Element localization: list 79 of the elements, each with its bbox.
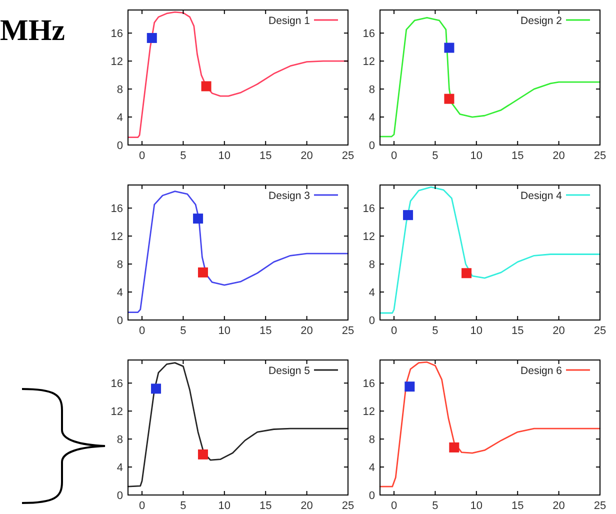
x-tick-label: 20 (552, 325, 565, 337)
x-tick-label: 15 (511, 325, 524, 337)
line-series (379, 186, 601, 314)
x-tick-label: 0 (138, 325, 146, 337)
x-tick-label: 0 (138, 150, 146, 162)
y-tick-label: 0 (116, 315, 123, 327)
y-tick-label: 8 (368, 84, 375, 96)
x-tick-label: 5 (180, 500, 186, 512)
line-series (127, 362, 349, 488)
y-tick-label: 12 (362, 406, 375, 418)
line-series (379, 16, 601, 138)
x-tick-label: 20 (552, 150, 565, 162)
x-tick-label: 20 (552, 500, 565, 512)
y-tick-label: 4 (368, 462, 375, 474)
y-tick-label: 8 (116, 84, 123, 96)
y-tick-label: 0 (368, 315, 375, 327)
y-tick-label: 16 (110, 203, 123, 216)
y-tick-label: 4 (368, 112, 375, 124)
x-tick-label: 15 (259, 500, 272, 512)
x-tick-label: 10 (218, 500, 231, 512)
x-tick-label: 15 (259, 150, 272, 162)
x-tick-label: 20 (300, 500, 313, 512)
y-tick-label: 4 (116, 287, 123, 300)
y-tick-label: 16 (110, 378, 123, 390)
x-tick-label: 10 (470, 325, 483, 337)
legend-label: Design 5 (268, 365, 310, 377)
y-tick-label: 4 (116, 462, 123, 474)
x-tick-label: 5 (180, 325, 186, 337)
y-tick-label: 16 (362, 28, 375, 40)
y-tick-label: 12 (110, 56, 123, 68)
x-tick-label: 0 (390, 150, 398, 162)
x-tick-label: 15 (511, 500, 524, 512)
x-tick-label: 15 (259, 325, 272, 337)
line-series (127, 11, 349, 138)
x-tick-label: 25 (342, 150, 354, 162)
x-tick-label: 10 (218, 150, 231, 162)
x-tick-label: 25 (594, 325, 606, 337)
x-tick-label: 5 (432, 325, 438, 337)
y-tick-label: 8 (368, 259, 375, 272)
legend-label: Design 6 (520, 365, 562, 377)
x-tick-label: 0 (138, 500, 146, 512)
y-tick-label: 8 (368, 434, 375, 446)
x-tick-label: 10 (218, 325, 231, 337)
x-tick-label: 25 (342, 325, 354, 337)
y-tick-label: 0 (368, 140, 375, 152)
y-tick-label: 12 (110, 231, 123, 244)
x-tick-label: 10 (470, 500, 483, 512)
x-tick-label: 25 (594, 500, 606, 512)
y-tick-label: 0 (116, 490, 123, 502)
y-tick-label: 16 (110, 28, 123, 40)
y-tick-label: 16 (362, 378, 375, 390)
y-tick-label: 0 (116, 140, 123, 152)
y-tick-label: 12 (362, 231, 375, 244)
y-tick-label: 16 (362, 203, 375, 216)
x-tick-label: 5 (432, 500, 438, 512)
x-tick-label: 10 (470, 150, 483, 162)
x-tick-label: 0 (390, 325, 398, 337)
y-tick-label: 0 (368, 490, 375, 502)
line-series (127, 190, 349, 314)
x-tick-label: 25 (342, 500, 354, 512)
y-tick-label: 8 (116, 259, 123, 272)
x-tick-label: 15 (511, 150, 524, 162)
legend-label: Design 3 (268, 190, 310, 202)
x-tick-label: 20 (300, 325, 313, 337)
x-tick-label: 25 (594, 150, 606, 162)
y-tick-label: 4 (116, 112, 123, 124)
line-series (379, 361, 601, 488)
x-tick-label: 5 (180, 150, 186, 162)
x-tick-label: 5 (432, 150, 438, 162)
legend-label: Design 1 (268, 15, 310, 27)
legend-label: Design 4 (520, 190, 562, 202)
text: MHz (0, 14, 65, 47)
x-tick-label: 0 (390, 500, 398, 512)
y-tick-label: 4 (368, 287, 375, 300)
y-tick-label: 12 (110, 406, 123, 418)
x-tick-label: 20 (300, 150, 313, 162)
legend-label: Design 2 (520, 15, 562, 27)
y-tick-label: 12 (362, 56, 375, 68)
y-tick-label: 8 (116, 434, 123, 446)
